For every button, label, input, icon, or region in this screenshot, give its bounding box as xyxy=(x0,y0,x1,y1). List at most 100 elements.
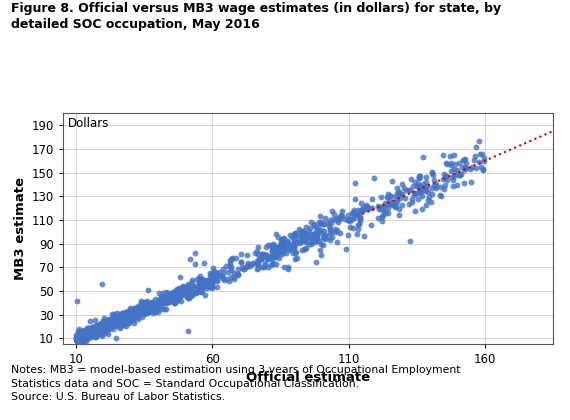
Point xyxy=(184,328,193,334)
Point xyxy=(257,250,266,257)
Point xyxy=(80,331,89,337)
Point xyxy=(97,330,106,337)
Point xyxy=(182,286,191,293)
Point xyxy=(286,247,295,254)
Point xyxy=(78,330,87,336)
Point xyxy=(148,301,157,308)
Point xyxy=(164,299,173,306)
Point xyxy=(73,333,82,340)
Point xyxy=(76,334,86,341)
Point xyxy=(82,331,91,338)
Point xyxy=(98,318,107,325)
Point xyxy=(74,337,83,344)
Point xyxy=(115,315,124,322)
Point xyxy=(74,333,83,340)
Point xyxy=(88,330,97,337)
Point xyxy=(116,316,125,323)
Point xyxy=(139,300,148,307)
Point xyxy=(73,333,82,339)
Point xyxy=(308,233,317,240)
Point xyxy=(85,328,94,335)
Point xyxy=(88,325,97,331)
Point xyxy=(112,317,121,324)
Point xyxy=(106,316,115,323)
Point xyxy=(211,270,221,276)
Point xyxy=(100,321,109,328)
Point xyxy=(341,216,350,223)
Point xyxy=(215,273,225,280)
Point xyxy=(72,338,82,344)
Point xyxy=(93,327,103,334)
Point xyxy=(79,336,88,342)
Point xyxy=(356,214,365,220)
Point xyxy=(368,204,377,211)
Point xyxy=(286,243,295,249)
Point xyxy=(105,323,115,330)
Point xyxy=(72,337,82,344)
Point xyxy=(85,331,94,338)
Point xyxy=(129,317,138,323)
Point xyxy=(218,273,227,279)
Point xyxy=(194,275,203,282)
Point xyxy=(133,310,142,316)
Point xyxy=(83,328,92,335)
Point xyxy=(95,323,104,330)
Point xyxy=(379,210,388,217)
Point xyxy=(78,336,87,343)
Point xyxy=(121,312,131,319)
Point xyxy=(116,315,125,321)
Point xyxy=(76,331,85,338)
Point xyxy=(193,286,202,293)
Point xyxy=(98,328,107,334)
Point xyxy=(162,296,172,302)
Point xyxy=(89,327,98,333)
Point xyxy=(138,307,147,314)
Point xyxy=(114,318,123,324)
Point xyxy=(209,273,218,280)
Point xyxy=(167,292,176,299)
Point xyxy=(297,247,306,253)
Point xyxy=(208,274,217,281)
Point xyxy=(86,328,95,335)
Point xyxy=(145,303,154,310)
Point xyxy=(87,329,96,336)
Point xyxy=(414,181,423,187)
Point xyxy=(304,235,313,242)
Point xyxy=(378,204,387,210)
Point xyxy=(374,205,384,212)
Point xyxy=(148,305,157,312)
Point xyxy=(439,171,448,178)
Point xyxy=(122,315,131,321)
Point xyxy=(102,326,111,333)
Point xyxy=(81,334,90,341)
Point xyxy=(419,185,428,192)
Point xyxy=(97,323,106,330)
Point xyxy=(80,330,89,336)
Point xyxy=(72,336,82,343)
Point xyxy=(161,300,170,307)
Point xyxy=(87,327,96,334)
Point xyxy=(108,320,117,326)
Point xyxy=(168,289,177,296)
Point xyxy=(436,192,445,199)
Point xyxy=(83,328,92,334)
Point xyxy=(93,328,102,335)
Point xyxy=(408,196,417,202)
Point xyxy=(400,194,409,201)
Point xyxy=(91,333,100,340)
Point xyxy=(137,310,146,317)
Point xyxy=(152,302,161,309)
Point xyxy=(442,160,451,166)
Point xyxy=(156,300,165,307)
Point xyxy=(173,296,182,302)
Point xyxy=(91,326,100,333)
Point xyxy=(99,321,108,328)
Point xyxy=(75,326,84,332)
Point xyxy=(450,161,459,168)
Point xyxy=(164,293,173,299)
Point xyxy=(161,293,170,299)
Point xyxy=(331,228,340,235)
Point xyxy=(141,304,150,311)
Point xyxy=(225,278,234,284)
Point xyxy=(190,288,199,294)
